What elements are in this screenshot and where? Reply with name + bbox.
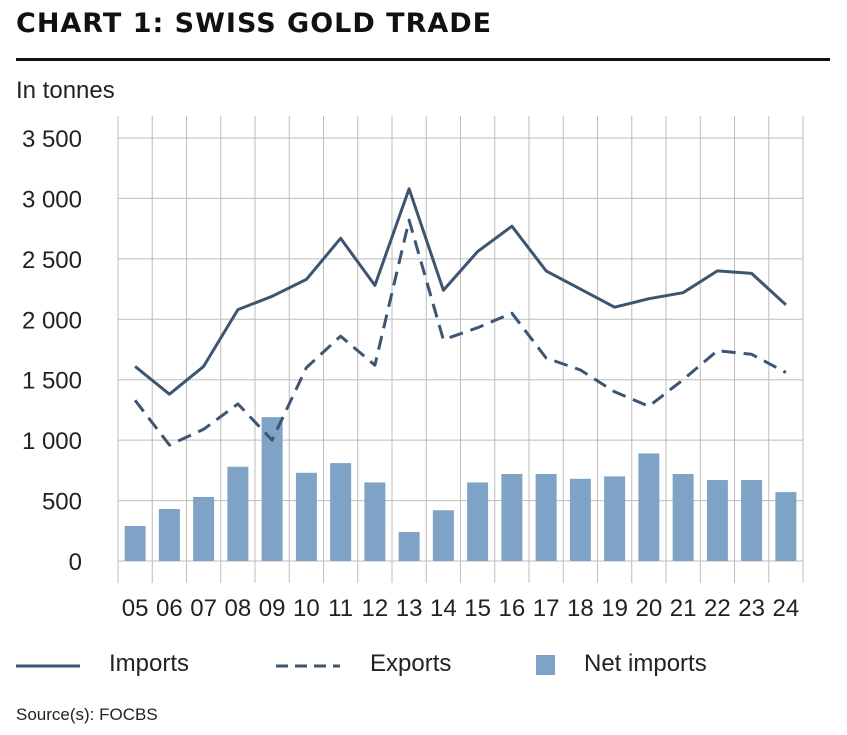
net-imports-bar-18 (569, 478, 591, 561)
net-imports-bar-05 (124, 525, 146, 561)
x-tick-label-13: 13 (396, 595, 423, 622)
legend: Imports Exports Net imports (0, 648, 847, 684)
y-tick-labels: 0 500 1 000 1 500 2 000 2 500 3 000 3 500 (22, 126, 82, 576)
y-tick-label-0: 0 (69, 549, 82, 576)
net-imports-bar-19 (604, 476, 626, 561)
dashed-line-swatch (276, 664, 340, 668)
x-tick-label-15: 15 (464, 595, 491, 622)
y-tick-label-2500: 2 500 (22, 247, 82, 274)
x-tick-label-17: 17 (533, 595, 560, 622)
net-imports-bar-12 (364, 482, 386, 561)
net-imports-bar-22 (706, 480, 728, 561)
x-tick-label-12: 12 (362, 595, 389, 622)
legend-label-exports: Exports (370, 650, 452, 677)
x-tick-label-22: 22 (704, 595, 731, 622)
net-imports-bar-07 (193, 496, 215, 561)
grid-layer (117, 116, 804, 583)
net-imports-bar-15 (467, 482, 489, 561)
net-imports-bar-17 (535, 473, 557, 561)
exports-line (133, 218, 787, 447)
net-imports-bar-13 (398, 531, 420, 561)
solid-line-swatch (16, 664, 80, 668)
y-tick-label-500: 500 (42, 489, 82, 516)
y-tick-label-2000: 2 000 (22, 307, 82, 334)
y-unit-label: In tonnes (16, 77, 115, 104)
x-tick-label-07: 07 (190, 595, 217, 622)
y-tick-label-3000: 3 000 (22, 186, 82, 213)
net-imports-bar-16 (501, 473, 523, 561)
net-imports-bar-11 (330, 463, 352, 561)
net-imports-bar-10 (295, 472, 317, 561)
x-tick-label-18: 18 (567, 595, 594, 622)
legend-label-net-imports: Net imports (584, 650, 707, 677)
y-tick-label-1500: 1 500 (22, 368, 82, 395)
x-tick-label-09: 09 (259, 595, 286, 622)
net-imports-bar-06 (158, 509, 180, 561)
legend-label-imports: Imports (109, 650, 190, 677)
x-tick-label-24: 24 (773, 595, 800, 622)
y-tick-label-3500: 3 500 (22, 126, 82, 153)
bar-swatch (536, 655, 555, 675)
x-tick-label-20: 20 (636, 595, 663, 622)
x-tick-label-10: 10 (293, 595, 320, 622)
net-imports-bars (124, 417, 797, 561)
net-imports-bar-24 (775, 492, 797, 561)
imports-line (134, 187, 787, 396)
x-tick-label-11: 11 (328, 595, 353, 622)
y-tick-label-1000: 1 000 (22, 428, 82, 455)
x-tick-label-05: 05 (122, 595, 149, 622)
net-imports-bar-08 (227, 466, 249, 561)
net-imports-bar-09 (261, 417, 283, 561)
chart-title: CHART 1: SWISS GOLD TRADE (16, 8, 493, 39)
x-tick-label-19: 19 (601, 595, 628, 622)
line-series-layer (133, 187, 787, 447)
net-imports-bar-21 (672, 473, 694, 561)
title-rule (16, 58, 830, 61)
net-imports-bar-23 (741, 480, 763, 561)
x-tick-label-06: 06 (156, 595, 183, 622)
x-tick-label-21: 21 (670, 595, 697, 622)
source-note: Source(s): FOCBS (16, 705, 158, 724)
net-imports-bar-14 (432, 510, 454, 561)
x-tick-label-14: 14 (430, 595, 457, 622)
x-tick-label-16: 16 (499, 595, 526, 622)
x-tick-label-23: 23 (738, 595, 765, 622)
net-imports-bar-20 (638, 453, 660, 561)
x-tick-label-08: 08 (225, 595, 252, 622)
x-tick-labels: 05 06 07 08 09 10 11 12 13 14 15 16 17 18 19 20 21 22 23 24 (122, 595, 799, 622)
